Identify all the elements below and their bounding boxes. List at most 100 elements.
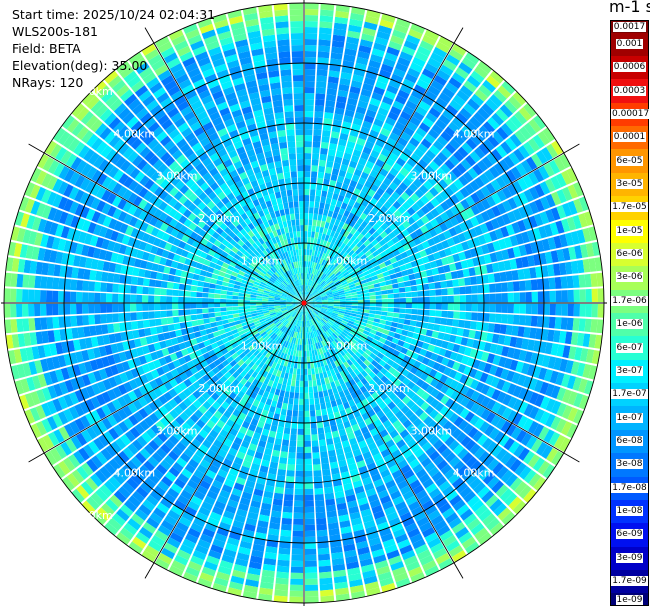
range-gate-cell bbox=[488, 166, 500, 179]
range-gate-cell bbox=[321, 299, 328, 302]
range-gate-cell bbox=[284, 391, 290, 398]
range-gate-cell bbox=[293, 331, 297, 338]
range-gate-cell bbox=[324, 288, 331, 292]
range-gate-cell bbox=[344, 109, 355, 118]
range-gate-cell bbox=[268, 338, 274, 345]
ray-sector bbox=[304, 29, 440, 303]
range-gate-cell bbox=[343, 445, 352, 454]
range-gate-cell bbox=[284, 372, 289, 380]
range-gate-cell bbox=[480, 211, 491, 222]
range-gate-cell bbox=[378, 196, 387, 205]
range-gate-cell bbox=[384, 506, 396, 516]
range-gate-cell bbox=[309, 398, 315, 405]
range-gate-cell bbox=[423, 309, 430, 316]
range-gate-cell bbox=[369, 352, 377, 360]
range-gate-cell bbox=[495, 303, 502, 313]
range-gate-cell bbox=[202, 287, 210, 293]
range-gate-cell bbox=[523, 469, 537, 484]
range-gate-cell bbox=[400, 485, 412, 496]
range-gate-cell bbox=[364, 382, 372, 391]
range-gate-cell bbox=[308, 295, 314, 300]
range-gate-cell bbox=[282, 346, 287, 354]
range-gate-cell bbox=[367, 493, 379, 503]
range-gate-cell bbox=[363, 21, 378, 31]
range-gate-cell bbox=[458, 62, 473, 75]
range-gate-cell bbox=[261, 569, 275, 578]
range-gate-cell bbox=[172, 296, 179, 303]
range-gate-cell bbox=[406, 474, 418, 485]
range-gate-cell bbox=[496, 215, 506, 228]
range-gate-cell bbox=[483, 313, 490, 322]
range-gate-cell bbox=[352, 383, 360, 392]
range-gate-cell bbox=[225, 453, 236, 462]
range-gate-cell bbox=[250, 294, 257, 298]
range-gate-cell bbox=[265, 546, 278, 554]
range-gate-cell bbox=[491, 148, 503, 162]
range-gate-cell bbox=[391, 405, 400, 415]
range-gate-cell bbox=[360, 345, 367, 352]
range-gate-cell bbox=[311, 368, 315, 375]
range-gate-cell bbox=[395, 18, 411, 29]
range-gate-cell bbox=[520, 432, 533, 446]
range-gate-cell bbox=[252, 399, 260, 407]
range-gate-cell bbox=[489, 303, 496, 313]
range-gate-cell bbox=[252, 457, 262, 466]
range-gate-cell bbox=[315, 500, 325, 507]
range-gate-cell bbox=[156, 464, 168, 475]
range-gate-cell bbox=[332, 259, 338, 266]
range-gate-cell bbox=[533, 115, 547, 130]
range-gate-cell bbox=[333, 162, 341, 170]
range-gate-cell bbox=[340, 526, 352, 534]
range-gate-cell bbox=[505, 325, 513, 336]
range-gate-cell bbox=[306, 292, 310, 298]
range-gate-cell bbox=[438, 558, 454, 570]
range-gate-cell bbox=[267, 534, 279, 542]
range-gate-cell bbox=[193, 517, 206, 528]
range-gate-cell bbox=[501, 80, 516, 95]
range-gate-cell bbox=[507, 211, 517, 223]
range-gate-cell bbox=[178, 303, 185, 310]
range-gate-cell bbox=[477, 284, 484, 294]
range-gate-cell bbox=[482, 454, 495, 467]
range-gate-cell bbox=[387, 298, 394, 303]
range-gate-cell bbox=[201, 501, 213, 511]
range-gate-cell bbox=[307, 293, 312, 299]
range-gate-cell bbox=[363, 166, 372, 175]
range-gate-cell bbox=[367, 363, 376, 371]
range-gate-cell bbox=[578, 394, 589, 410]
range-gate-cell bbox=[281, 333, 286, 340]
range-gate-cell bbox=[431, 171, 442, 183]
range-gate-cell bbox=[387, 485, 399, 495]
range-gate-cell bbox=[323, 209, 329, 216]
range-gate-cell bbox=[304, 135, 313, 142]
range-gate-cell bbox=[420, 391, 430, 401]
range-gate-cell bbox=[421, 154, 432, 165]
range-gate-cell bbox=[357, 260, 365, 267]
range-gate-cell bbox=[202, 474, 214, 485]
range-gate-cell bbox=[572, 215, 582, 230]
range-gate-cell bbox=[578, 213, 588, 228]
range-gate-cell bbox=[379, 348, 387, 355]
range-gate-cell bbox=[493, 323, 501, 334]
range-gate-cell bbox=[420, 138, 432, 149]
range-gate-cell bbox=[353, 396, 361, 405]
range-gate-cell bbox=[220, 303, 227, 308]
range-gate-cell bbox=[221, 281, 229, 287]
range-gate-cell bbox=[302, 308, 304, 315]
range-gate-cell bbox=[546, 447, 559, 463]
range-gate-cell bbox=[282, 320, 288, 326]
range-gate-cell bbox=[282, 506, 293, 513]
range-gate-cell bbox=[465, 473, 478, 486]
range-gate-cell bbox=[323, 178, 330, 186]
range-gate-cell bbox=[327, 516, 338, 524]
range-gate-cell bbox=[421, 277, 429, 284]
range-gate-cell bbox=[340, 279, 347, 284]
range-gate-cell bbox=[468, 329, 476, 339]
range-gate-cell bbox=[276, 329, 282, 336]
range-gate-cell bbox=[503, 358, 513, 369]
range-gate-cell bbox=[566, 375, 577, 390]
range-gate-cell bbox=[233, 436, 243, 446]
range-gate-cell bbox=[314, 201, 320, 209]
range-gate-cell bbox=[429, 260, 438, 269]
range-gate-cell bbox=[317, 57, 329, 65]
